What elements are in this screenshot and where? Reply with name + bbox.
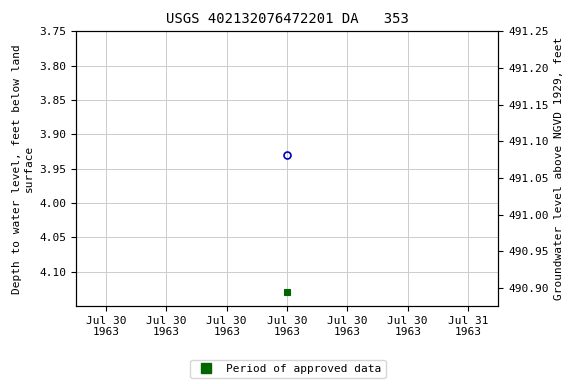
Legend: Period of approved data: Period of approved data: [191, 359, 385, 379]
Y-axis label: Groundwater level above NGVD 1929, feet: Groundwater level above NGVD 1929, feet: [554, 37, 564, 300]
Y-axis label: Depth to water level, feet below land
surface: Depth to water level, feet below land su…: [12, 44, 33, 294]
Title: USGS 402132076472201 DA   353: USGS 402132076472201 DA 353: [166, 12, 408, 26]
